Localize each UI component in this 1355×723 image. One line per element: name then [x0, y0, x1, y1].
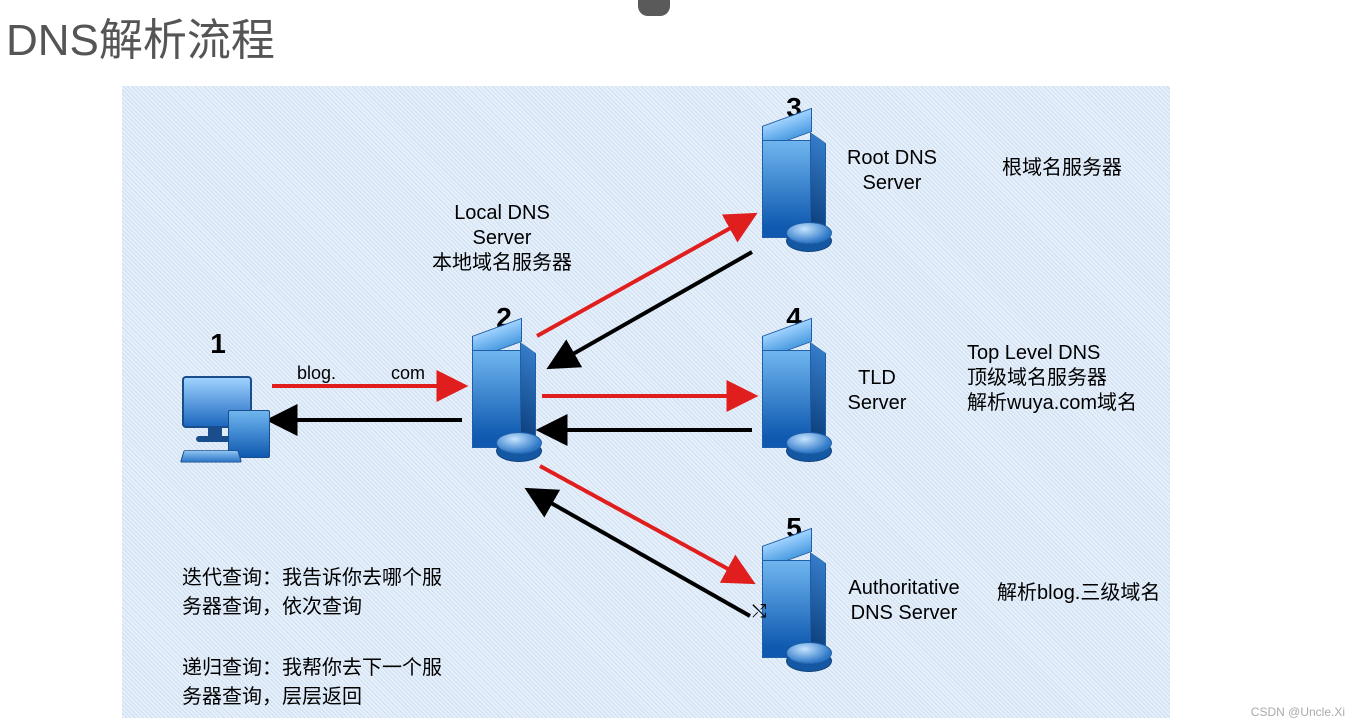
- arrow-auth-local: [530, 491, 750, 616]
- node-label-root: Root DNS Server: [847, 146, 937, 196]
- arrow-local-auth: [540, 466, 750, 581]
- dns-diagram-canvas: 1blog. com2Local DNS Server 本地域名服务器3Root…: [122, 86, 1170, 718]
- watermark: CSDN @Uncle.Xi: [1251, 705, 1345, 719]
- mouse-cursor-icon: ⤭: [752, 601, 766, 622]
- node-number-client: 1: [210, 328, 226, 360]
- node-label-tld: TLD Server: [848, 366, 907, 416]
- client-pc-icon: [182, 376, 272, 466]
- node-desc-tld: Top Level DNS 顶级域名服务器 解析wuya.com域名: [967, 341, 1137, 416]
- server-icon: [762, 546, 824, 676]
- page-title: DNS解析流程: [6, 4, 275, 68]
- query-mode-note-0: 迭代查询：我告诉你去哪个服 务器查询，依次查询: [182, 561, 442, 619]
- server-icon: [762, 336, 824, 466]
- arrow-root-local: [552, 252, 752, 366]
- query-mode-note-1: 递归查询：我帮你去下一个服 务器查询，层层返回: [182, 651, 442, 709]
- node-desc-auth: 解析blog.三级域名: [997, 581, 1160, 606]
- notch-pill: [638, 0, 670, 16]
- node-label-local: Local DNS Server 本地域名服务器: [432, 201, 572, 276]
- node-desc-root: 根域名服务器: [1002, 156, 1122, 181]
- server-icon: [762, 126, 824, 256]
- server-icon: [472, 336, 534, 466]
- node-label-auth: Authoritative DNS Server: [848, 576, 959, 626]
- query-domain-label: blog. com: [297, 362, 425, 385]
